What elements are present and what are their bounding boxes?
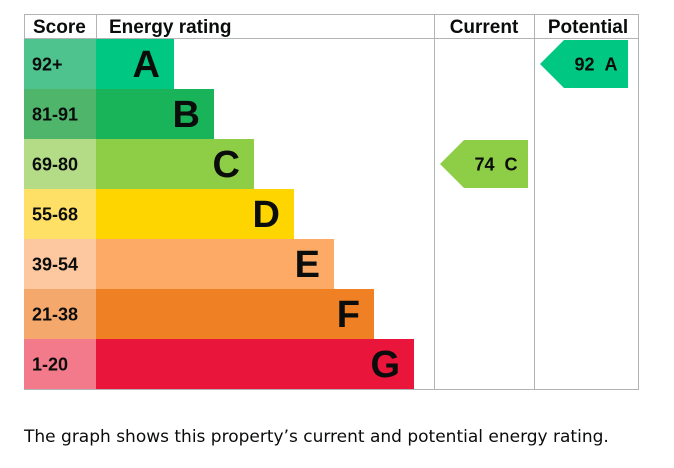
score-label-a: 92+ bbox=[32, 55, 63, 75]
potential-rating-arrow bbox=[540, 40, 628, 88]
chart-frame bbox=[24, 14, 639, 390]
header-score: Score bbox=[33, 17, 86, 38]
potential-rating-label: 92 A bbox=[574, 55, 617, 75]
score-cell-d bbox=[24, 189, 96, 239]
chart-caption: The graph shows this property’s current … bbox=[24, 427, 609, 447]
score-cell-b bbox=[24, 89, 96, 139]
rating-bar-d bbox=[96, 189, 294, 239]
score-label-g: 1-20 bbox=[32, 355, 68, 375]
score-label-e: 39-54 bbox=[32, 255, 78, 275]
rating-bar-b bbox=[96, 89, 214, 139]
score-label-f: 21-38 bbox=[32, 305, 78, 325]
score-cell-a bbox=[24, 39, 96, 89]
rating-bar-e bbox=[96, 239, 334, 289]
score-cell-c bbox=[24, 139, 96, 189]
rating-indicators: 74 C 92 A bbox=[440, 40, 628, 188]
score-label-b: 81-91 bbox=[32, 105, 78, 125]
rating-bar-f bbox=[96, 289, 374, 339]
rating-letter-c: C bbox=[213, 144, 240, 186]
rating-letter-e: E bbox=[295, 244, 320, 286]
score-cell-f bbox=[24, 289, 96, 339]
rating-bar-g bbox=[96, 339, 414, 389]
rating-letter-b: B bbox=[173, 94, 200, 136]
rating-bar-c bbox=[96, 139, 254, 189]
current-rating-label: 74 C bbox=[474, 155, 517, 175]
rating-bar-a bbox=[96, 39, 174, 89]
current-rating-arrow bbox=[440, 140, 528, 188]
rating-letter-a: A bbox=[133, 44, 160, 86]
rating-letter-d: D bbox=[253, 194, 280, 236]
header-potential: Potential bbox=[548, 17, 628, 38]
score-cell-g bbox=[24, 339, 96, 389]
score-label-c: 69-80 bbox=[32, 155, 78, 175]
rating-letter-f: F bbox=[337, 294, 360, 336]
rating-bands: 92+ A 81-91 B 69-80 C 55-68 D 39-54 E 21-38 F 1-20 G bbox=[24, 39, 414, 389]
score-label-d: 55-68 bbox=[32, 205, 78, 225]
rating-letter-g: G bbox=[370, 344, 400, 386]
header-current: Current bbox=[450, 17, 519, 38]
header-energy-rating: Energy rating bbox=[109, 17, 231, 38]
score-cell-e bbox=[24, 239, 96, 289]
energy-rating-chart: Score Energy rating Current Potential 92… bbox=[24, 14, 639, 390]
